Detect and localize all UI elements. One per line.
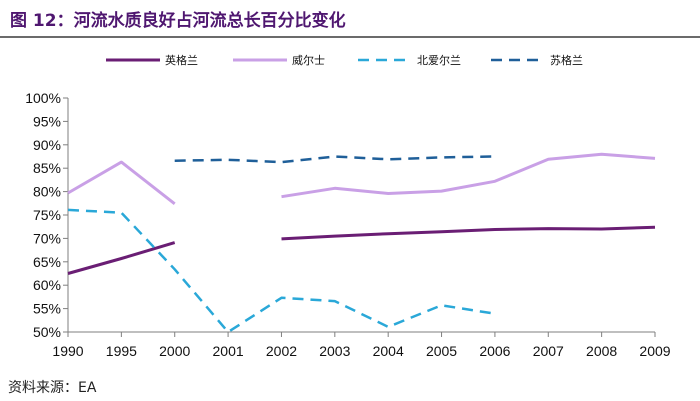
series-layer <box>67 152 656 334</box>
x-tick-label: 1995 <box>106 343 137 359</box>
y-tick-label: 50% <box>33 324 61 340</box>
title-bar: 图 12：河流水质良好占河流总长百分比变化 <box>0 0 700 38</box>
series-line-segment <box>174 155 495 164</box>
chart-title: 图 12：河流水质良好占河流总长百分比变化 <box>10 11 346 31</box>
axes: 50% 55% 60% 65% 70% 75% 80% 85% 90% 95% 100% 1990 19… <box>25 90 671 359</box>
y-tick-label: 100% <box>25 90 61 106</box>
series-3 <box>67 208 496 334</box>
y-tick-label: 80% <box>33 184 61 200</box>
y-tick-label: 65% <box>33 254 61 270</box>
series-1 <box>67 225 656 275</box>
x-tick-label: 2001 <box>213 343 244 359</box>
x-tick-label: 2004 <box>373 343 404 359</box>
x-tick-label: 2007 <box>533 343 564 359</box>
x-tick-label: 2003 <box>319 343 350 359</box>
series-2 <box>67 152 656 205</box>
x-tick-label: 2002 <box>266 343 297 359</box>
y-tick-label: 85% <box>33 160 61 176</box>
x-tick-label: 1990 <box>52 343 83 359</box>
series-4 <box>174 155 495 164</box>
y-tick-label: 75% <box>33 207 61 223</box>
series-line-segment <box>281 152 656 199</box>
x-tick-label: 2006 <box>479 343 510 359</box>
legend-label: 威尔士 <box>292 54 325 67</box>
x-tick-label: 2000 <box>159 343 190 359</box>
x-tick-label: 2005 <box>426 343 457 359</box>
series-line-segment <box>281 225 656 241</box>
source-note: 资料来源：EA <box>8 380 97 396</box>
series-line-segment <box>67 160 176 205</box>
series-line-segment <box>67 241 176 275</box>
y-tick-label: 60% <box>33 277 61 293</box>
x-tick-label: 2009 <box>639 343 670 359</box>
legend-label: 苏格兰 <box>550 53 583 67</box>
legend: 英格兰 威尔士 北爱尔兰 苏格兰 <box>106 53 583 67</box>
legend-label: 北爱尔兰 <box>417 54 461 67</box>
series-line-segment <box>67 208 496 334</box>
y-tick-label: 90% <box>33 137 61 153</box>
x-tick-label: 2008 <box>586 343 617 359</box>
legend-label: 英格兰 <box>165 53 198 67</box>
y-tick-label: 95% <box>33 113 61 129</box>
y-tick-label: 55% <box>33 301 61 317</box>
y-tick-label: 70% <box>33 230 61 246</box>
